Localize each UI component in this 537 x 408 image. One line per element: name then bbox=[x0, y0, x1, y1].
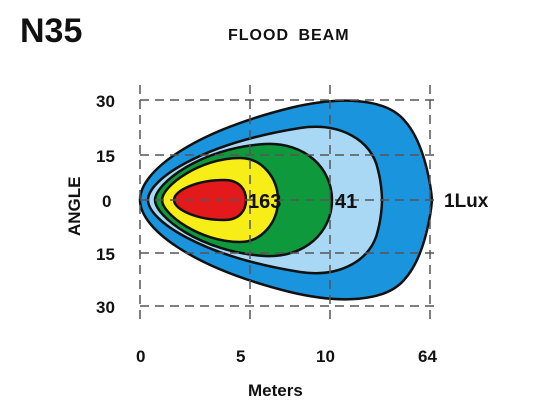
chart-title: FLOOD BEAM bbox=[228, 27, 350, 44]
zone-label-163: 163 bbox=[248, 191, 281, 213]
y-tick-0: 0 bbox=[102, 192, 111, 211]
y-tick-30-bottom: 30 bbox=[96, 298, 115, 317]
y-tick-30-top: 30 bbox=[96, 92, 115, 111]
y-tick-15-bottom: 15 bbox=[96, 245, 115, 264]
x-axis-title: Meters bbox=[248, 381, 303, 400]
x-tick-5: 5 bbox=[236, 347, 245, 366]
y-axis-title: ANGLE bbox=[65, 177, 84, 237]
model-name: N35 bbox=[20, 12, 83, 50]
x-tick-10: 10 bbox=[316, 347, 335, 366]
contour-label-1lux: 1Lux bbox=[444, 191, 489, 212]
x-tick-64: 64 bbox=[418, 347, 437, 366]
zone-label-41: 41 bbox=[335, 191, 357, 213]
x-tick-0: 0 bbox=[136, 347, 145, 366]
y-tick-15-top: 15 bbox=[96, 147, 115, 166]
grid bbox=[139, 85, 440, 320]
